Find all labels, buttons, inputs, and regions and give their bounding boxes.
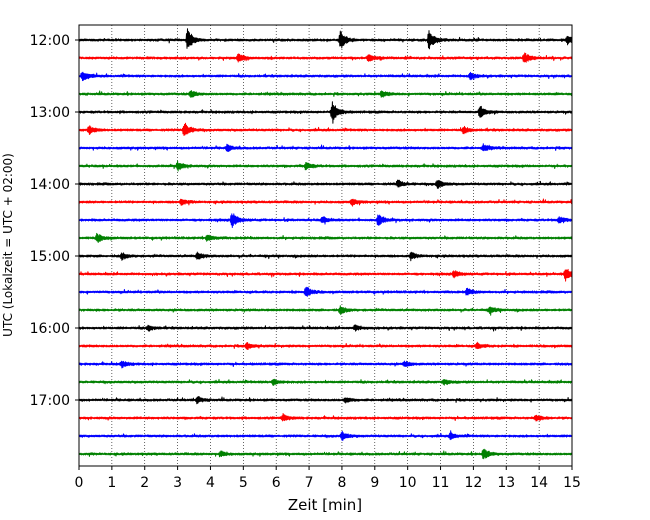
x-tick-label: 1 <box>107 475 116 491</box>
x-tick-label: 14 <box>530 475 548 491</box>
plot-area <box>79 25 572 466</box>
trace-1245 <box>78 90 573 98</box>
trace-1345 <box>78 160 573 172</box>
plot-frame <box>78 24 573 467</box>
x-tick-label: 15 <box>563 475 581 491</box>
x-tick-label: 0 <box>75 475 84 491</box>
x-axis-ticks: 0 1 2 3 4 5 6 7 8 9 10 11 12 13 14 15 <box>75 466 581 491</box>
trace-1315 <box>78 122 573 136</box>
x-tick-label: 7 <box>305 475 314 491</box>
x-tick-label: 12 <box>464 475 482 491</box>
trace-1645 <box>78 378 573 386</box>
x-tick-label: 3 <box>173 475 182 491</box>
x-tick-label: 8 <box>337 475 346 491</box>
trace-1330 <box>78 143 573 152</box>
y-tick-label: 17:00 <box>30 393 70 409</box>
y-tick-label: 16:00 <box>30 321 70 337</box>
trace-1500 <box>78 251 573 262</box>
trace-1400 <box>78 179 573 189</box>
trace-1715 <box>78 413 573 422</box>
y-tick-label: 13:00 <box>30 105 70 121</box>
seismogram-traces <box>78 28 573 460</box>
trace-1730 <box>78 430 573 441</box>
trace-1445 <box>78 232 573 243</box>
y-axis-label: UTC (Lokalzeit = UTC + 02:00) <box>1 153 15 337</box>
trace-1530 <box>78 286 573 297</box>
trace-1415 <box>78 198 573 207</box>
trace-1630 <box>78 360 573 369</box>
trace-1215 <box>78 52 573 63</box>
trace-1515 <box>78 268 573 282</box>
trace-1230 <box>78 71 573 82</box>
y-tick-label: 12:00 <box>30 33 70 49</box>
trace-1545 <box>78 305 573 316</box>
y-tick-label: 15:00 <box>30 249 70 265</box>
x-tick-label: 5 <box>239 475 248 491</box>
x-tick-label: 2 <box>140 475 149 491</box>
x-tick-label: 4 <box>206 475 215 491</box>
y-tick-label: 14:00 <box>30 177 70 193</box>
x-tick-label: 13 <box>497 475 515 491</box>
x-tick-label: 6 <box>272 475 281 491</box>
trace-1300 <box>78 101 573 124</box>
trace-1600 <box>78 324 573 332</box>
x-tick-label: 9 <box>370 475 379 491</box>
x-axis-label: Zeit [min] <box>288 496 362 514</box>
x-tick-label: 10 <box>399 475 417 491</box>
trace-1700 <box>78 396 573 405</box>
trace-1430 <box>78 213 573 228</box>
y-axis-ticks: 12:00 13:00 14:00 15:00 16:00 17:00 <box>30 33 79 409</box>
trace-1615 <box>78 341 573 350</box>
x-tick-label: 11 <box>432 475 450 491</box>
trace-1745 <box>78 448 573 460</box>
trace-1200 <box>78 28 573 50</box>
